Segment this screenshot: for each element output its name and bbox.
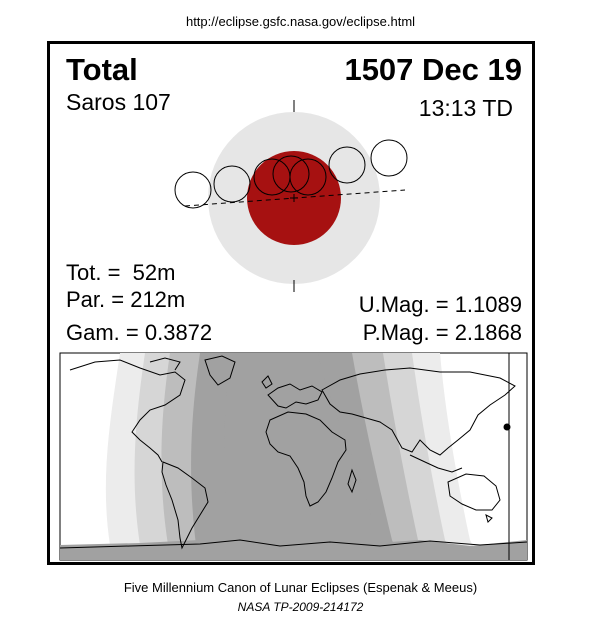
moon-p1 [174, 171, 212, 209]
moon-u3 [289, 158, 327, 196]
visibility-map [59, 352, 528, 561]
eclipse-panel [47, 41, 535, 565]
moon-greatest [272, 155, 310, 193]
eclipse-type: Total [66, 52, 138, 87]
moon-u1 [213, 165, 251, 203]
saros-number: Saros 107 [66, 89, 171, 115]
moon-u4 [328, 146, 366, 184]
greatest-eclipse-marker [503, 423, 511, 431]
eclipse-time: 13:13 TD [418, 95, 513, 121]
publication-number: NASA TP-2009-214172 [237, 600, 364, 614]
umbral-magnitude: U.Mag. = 1.1089 [358, 292, 522, 317]
partial-duration: Par. = 212m [66, 287, 186, 312]
gamma-value: Gam. = 0.3872 [66, 320, 213, 345]
eclipse-date: 1507 Dec 19 [344, 52, 522, 87]
moon-path [184, 189, 406, 207]
credit-line: Five Millennium Canon of Lunar Eclipses … [123, 580, 478, 595]
moon-p4 [370, 139, 408, 177]
penumbral-magnitude: P.Mag. = 2.1868 [362, 320, 522, 345]
source-url: http://eclipse.gsfc.nasa.gov/eclipse.htm… [185, 14, 416, 29]
coastlines [59, 355, 528, 550]
totality-duration: Tot. = 52m [66, 260, 176, 285]
zone-total [224, 353, 380, 560]
